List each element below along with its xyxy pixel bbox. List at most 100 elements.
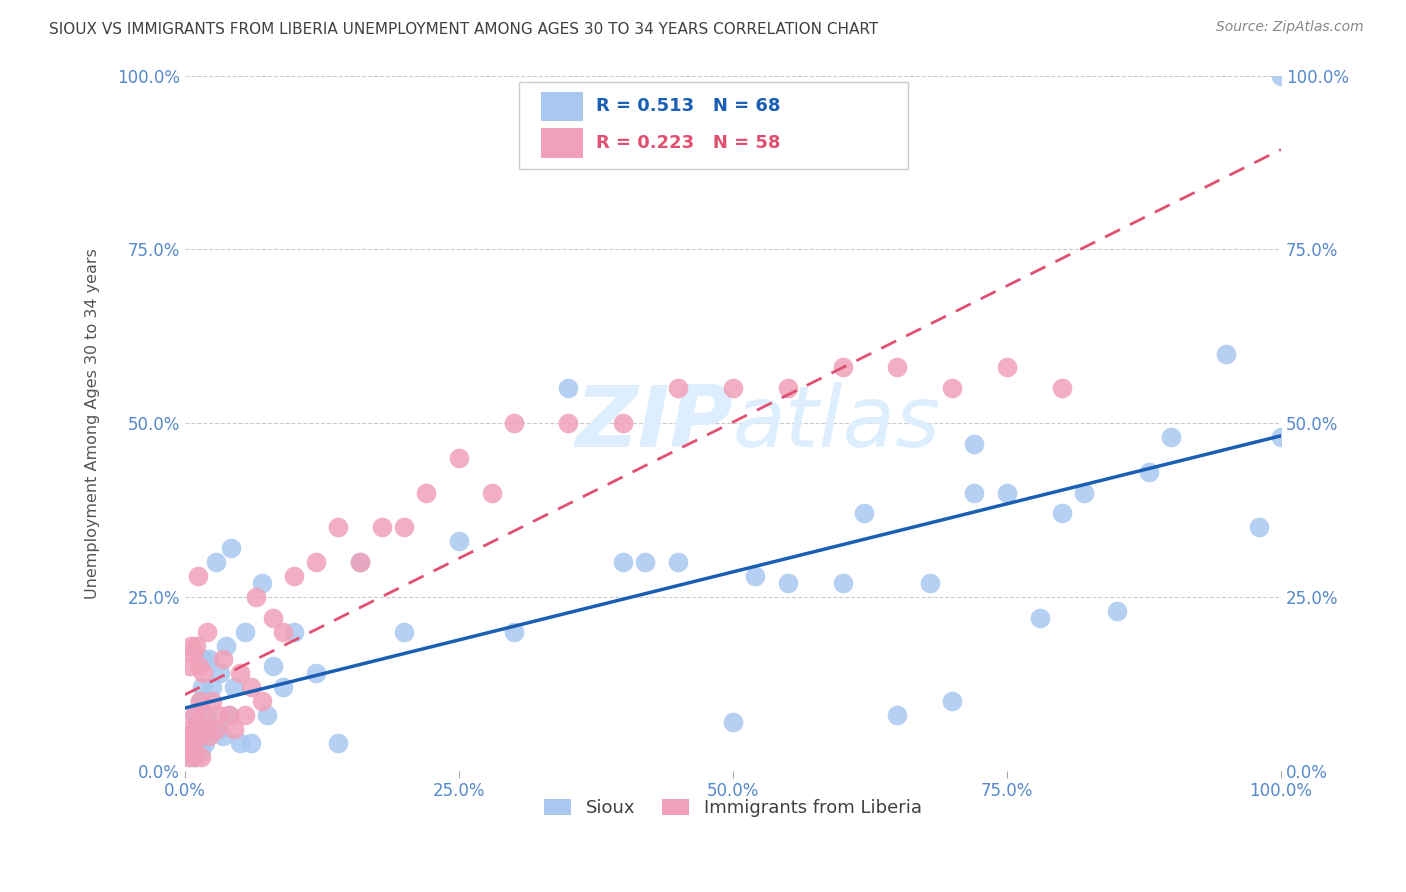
Point: [328, 736, 350, 750]
Point: [187, 736, 209, 750]
Point: [415, 485, 437, 500]
Point: [502, 416, 524, 430]
Point: [886, 360, 908, 375]
Point: [1215, 346, 1237, 360]
Point: [283, 569, 305, 583]
Point: [190, 743, 212, 757]
Point: [305, 555, 328, 569]
Point: [776, 576, 799, 591]
Point: [184, 729, 207, 743]
Point: [1270, 430, 1292, 444]
FancyBboxPatch shape: [519, 82, 908, 169]
Point: [177, 749, 200, 764]
Point: [666, 381, 689, 395]
Point: [204, 722, 226, 736]
Point: [371, 520, 394, 534]
Point: [193, 666, 215, 681]
Point: [1073, 485, 1095, 500]
Point: [204, 555, 226, 569]
Point: [245, 590, 267, 604]
Point: [180, 736, 202, 750]
Point: [183, 708, 205, 723]
Point: [201, 680, 224, 694]
Point: [250, 576, 273, 591]
Text: Source: ZipAtlas.com: Source: ZipAtlas.com: [1216, 20, 1364, 34]
Point: [273, 680, 295, 694]
Bar: [541, 92, 582, 120]
Point: [212, 729, 235, 743]
Point: [1160, 430, 1182, 444]
Point: [1050, 507, 1073, 521]
Point: [187, 729, 209, 743]
Point: [612, 555, 634, 569]
Point: [721, 714, 744, 729]
Point: [184, 639, 207, 653]
Point: [262, 659, 284, 673]
Point: [218, 708, 240, 723]
Point: [215, 639, 238, 653]
Bar: [541, 128, 582, 158]
Point: [963, 437, 986, 451]
Point: [193, 652, 215, 666]
Point: [392, 624, 415, 639]
Point: [180, 639, 202, 653]
Point: [239, 680, 262, 694]
Point: [1247, 520, 1270, 534]
Point: [184, 743, 207, 757]
Point: [941, 381, 963, 395]
Point: [941, 694, 963, 708]
Point: [612, 416, 634, 430]
Point: [963, 485, 986, 500]
Point: [256, 708, 278, 723]
Point: [557, 381, 579, 395]
Point: [1105, 604, 1128, 618]
Point: [204, 722, 226, 736]
Point: [207, 722, 229, 736]
Point: [195, 729, 218, 743]
Point: [1029, 611, 1052, 625]
Point: [886, 708, 908, 723]
Point: [179, 659, 201, 673]
Point: [283, 624, 305, 639]
Point: [179, 729, 201, 743]
Point: [198, 729, 221, 743]
Point: [188, 694, 211, 708]
Point: [920, 576, 942, 591]
Point: [744, 569, 766, 583]
Point: [666, 555, 689, 569]
Point: [183, 749, 205, 764]
Point: [187, 569, 209, 583]
Point: [218, 708, 240, 723]
Point: [183, 708, 205, 723]
Point: [328, 520, 350, 534]
Point: [349, 555, 371, 569]
Point: [212, 652, 235, 666]
Point: [233, 624, 256, 639]
Point: [179, 743, 201, 757]
Point: [273, 624, 295, 639]
Point: [208, 666, 231, 681]
Point: [179, 736, 201, 750]
Point: [1139, 465, 1161, 479]
Point: [853, 507, 876, 521]
Point: [634, 555, 657, 569]
Point: [193, 736, 215, 750]
Point: [502, 624, 524, 639]
Point: [233, 708, 256, 723]
Point: [557, 416, 579, 430]
Point: [181, 736, 204, 750]
Point: [179, 722, 201, 736]
Point: [228, 736, 250, 750]
Point: [190, 749, 212, 764]
Point: [447, 450, 470, 465]
Point: [188, 694, 211, 708]
Point: [198, 652, 221, 666]
Point: [201, 694, 224, 708]
Point: [193, 722, 215, 736]
Point: [262, 611, 284, 625]
Point: [183, 749, 205, 764]
Point: [995, 360, 1018, 375]
Point: [447, 534, 470, 549]
Point: [181, 646, 204, 660]
Point: [191, 680, 214, 694]
